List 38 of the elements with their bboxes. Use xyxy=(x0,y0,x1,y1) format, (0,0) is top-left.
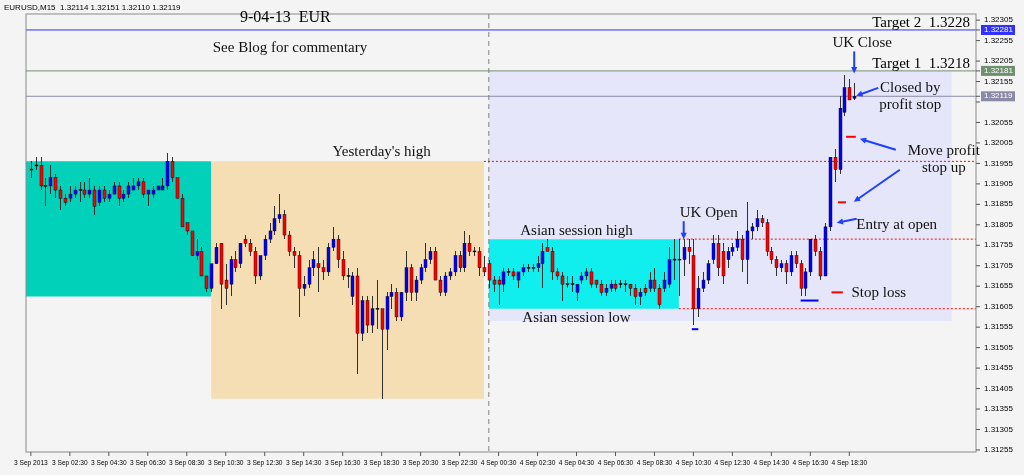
y-tick-label: 1.31755 xyxy=(984,240,1014,250)
chart-title: EURUSD,M15 1.32114 1.32151 1.32110 1.32119 xyxy=(4,3,182,12)
y-tick-label: 1.32181 xyxy=(984,66,1014,76)
annotation: Move profit stop up xyxy=(907,141,981,175)
ref-line-label: Target 2 1.3228 xyxy=(872,13,970,30)
annotation: UK Close xyxy=(832,34,893,51)
y-tick-label: 1.31655 xyxy=(984,281,1014,291)
chart-subtitle: 9-04-13 EUR xyxy=(240,8,331,25)
y-tick-label: 1.31705 xyxy=(984,260,1014,270)
y-tick-label: 1.31955 xyxy=(984,158,1014,168)
y-tick-label: 1.32005 xyxy=(984,138,1014,148)
y-tick-label: 1.32205 xyxy=(984,56,1014,66)
annotation: UK Open xyxy=(679,204,739,221)
y-tick-label: 1.31905 xyxy=(984,178,1014,188)
annotation: Closed by profit stop xyxy=(879,78,942,112)
annotation: Asian session high xyxy=(520,222,634,239)
y-tick-label: 1.32281 xyxy=(984,25,1014,35)
y-tick-label: 1.31405 xyxy=(984,383,1014,393)
y-tick-label: 1.32155 xyxy=(984,76,1014,86)
y-tick-label: 1.31605 xyxy=(984,301,1014,311)
y-tick-label: 1.32119 xyxy=(984,91,1013,101)
y-tick-label: 1.31455 xyxy=(984,363,1014,373)
y-tick-label: 1.32255 xyxy=(984,35,1014,45)
y-tick-label: 1.31505 xyxy=(984,342,1014,352)
annotation: Stop loss xyxy=(851,284,907,301)
ref-line-label: Target 1 1.3218 xyxy=(872,54,970,71)
y-tick-label: 1.31255 xyxy=(984,445,1014,455)
y-tick-label: 1.31805 xyxy=(984,219,1014,229)
annotation: Asian session low xyxy=(522,308,631,325)
y-tick-label: 1.31555 xyxy=(984,322,1014,332)
annotation: Entry at open xyxy=(856,215,938,232)
annotation: Yesterday's high xyxy=(332,143,432,160)
y-tick-label: 1.31355 xyxy=(984,404,1014,414)
y-tick-label: 1.32055 xyxy=(984,117,1014,127)
y-tick-label: 1.31305 xyxy=(984,424,1014,434)
y-tick-label: 1.31855 xyxy=(984,199,1014,209)
annotation: See Blog for commentary xyxy=(212,39,368,55)
y-tick-label: 1.32305 xyxy=(984,15,1014,25)
